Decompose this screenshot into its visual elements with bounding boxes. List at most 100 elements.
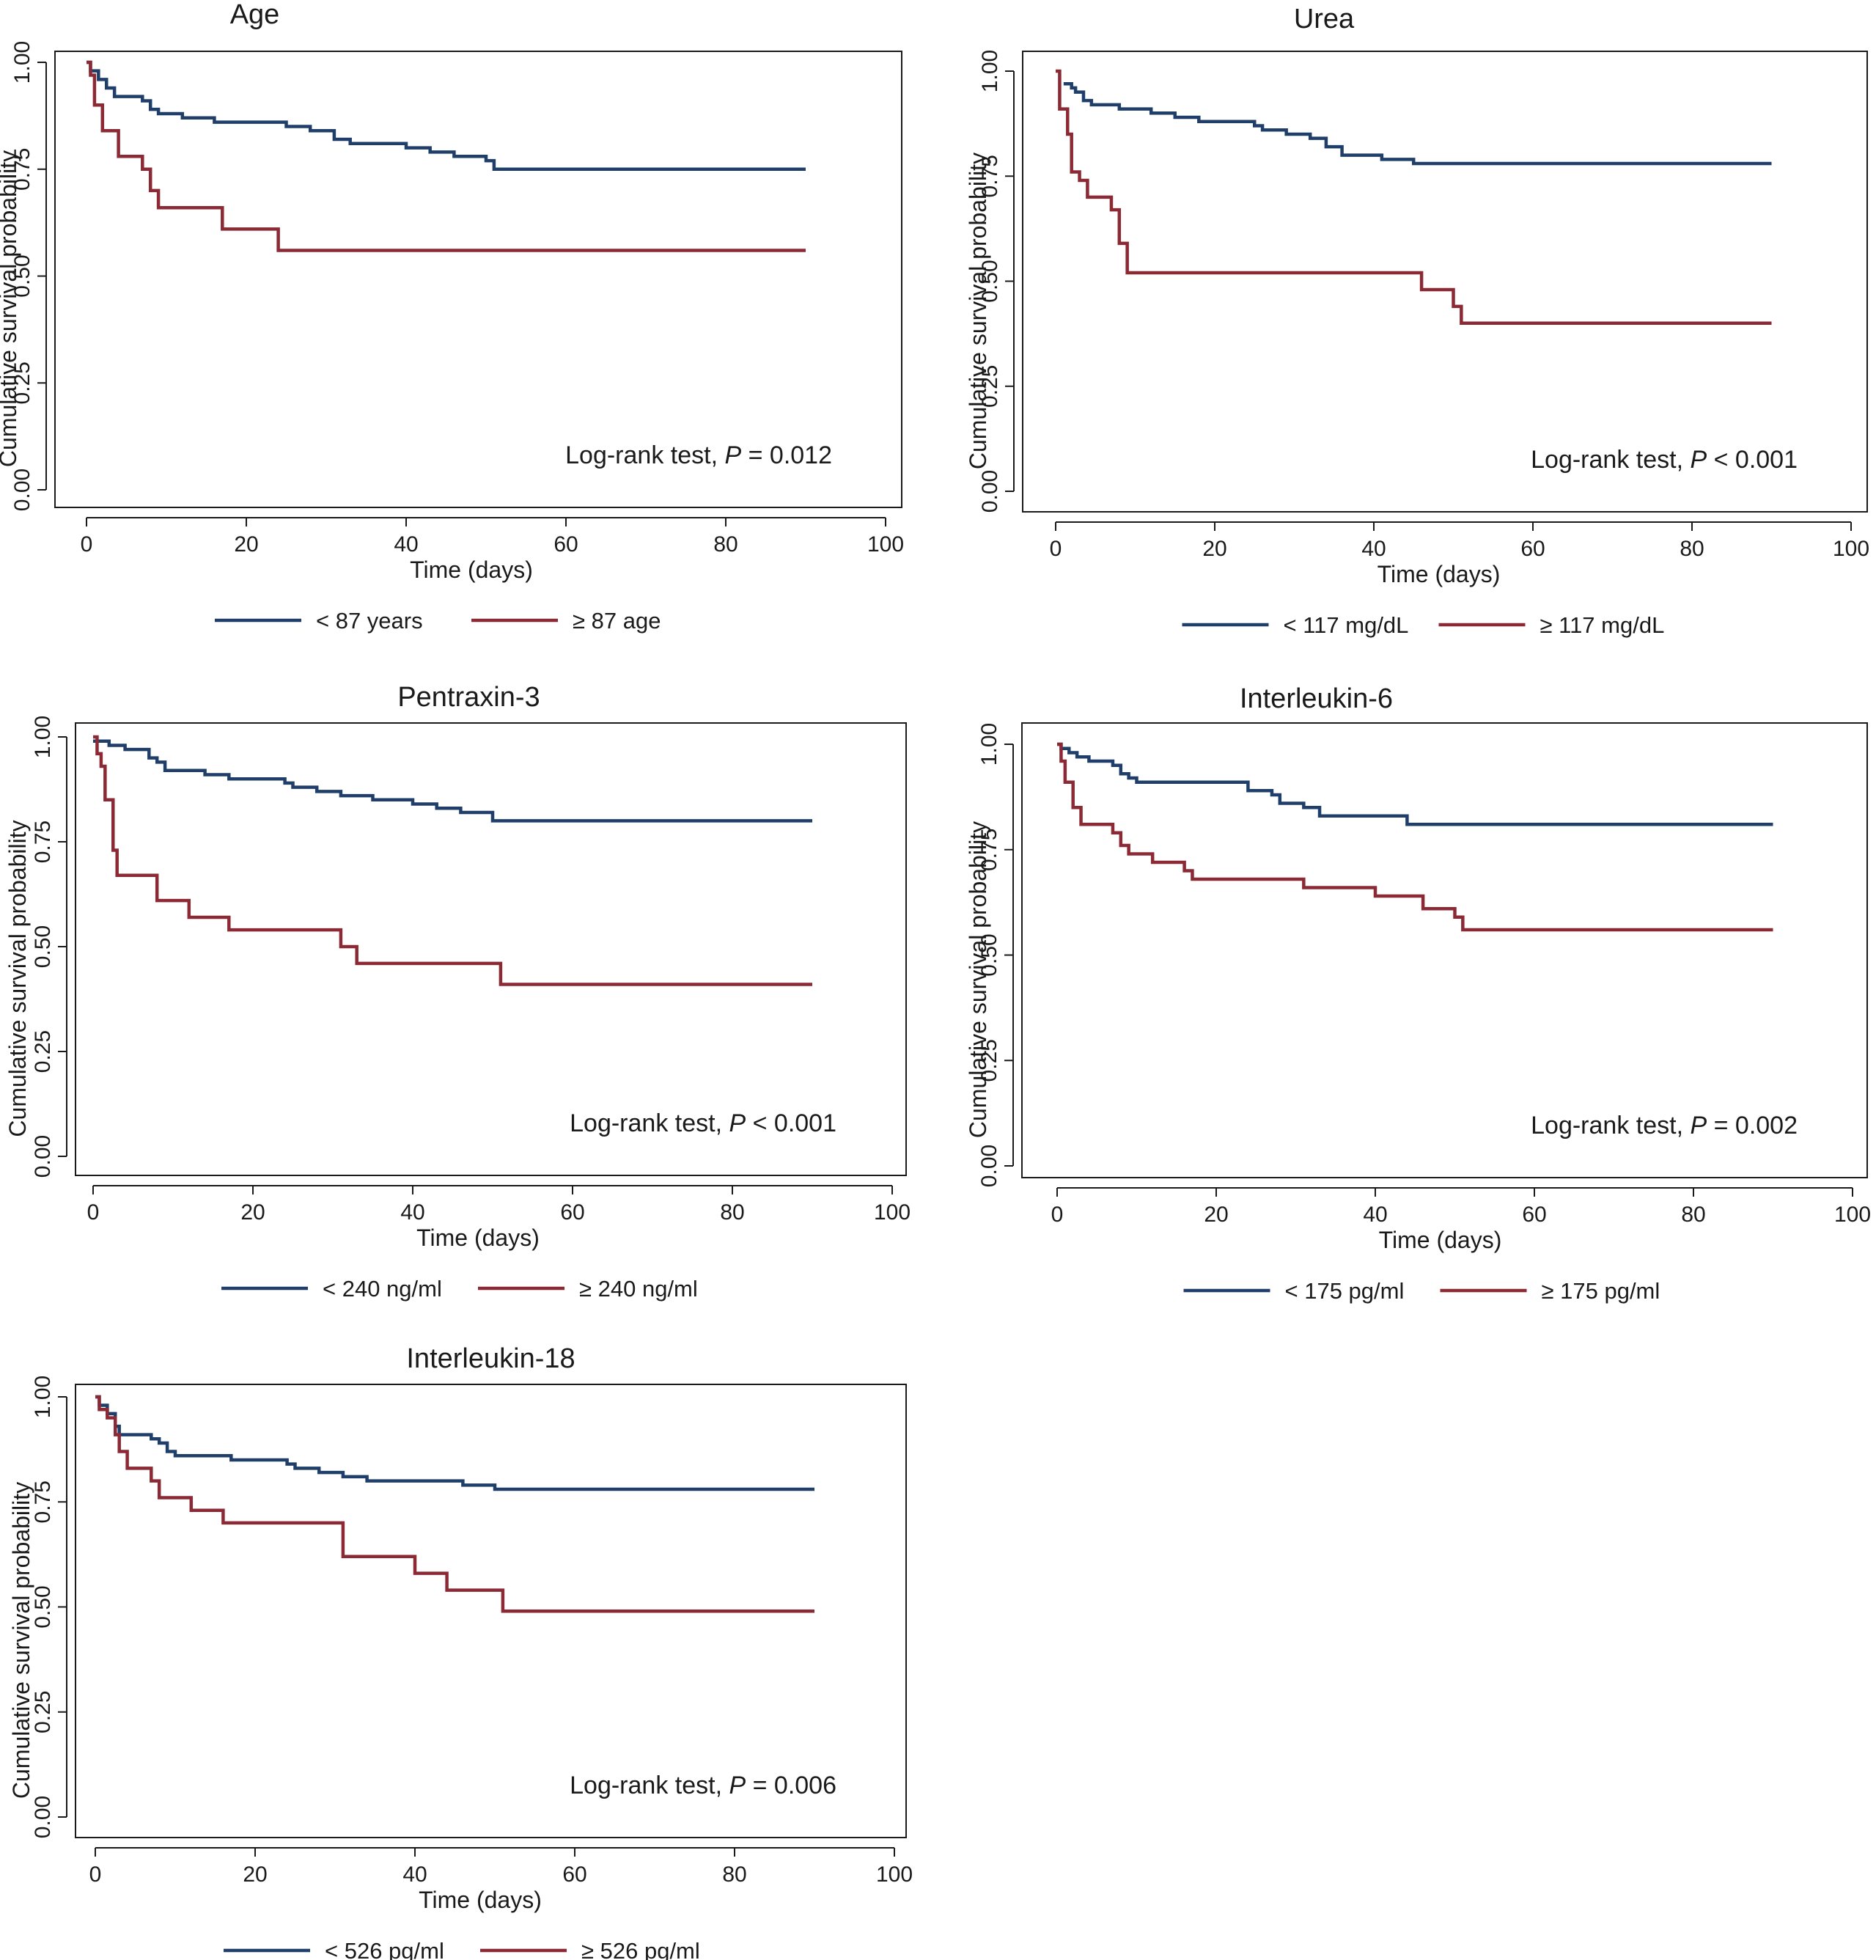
x-tick-label: 60	[562, 1862, 586, 1887]
log-rank-annotation: Log-rank test, P = 0.006	[570, 1772, 836, 1799]
y-tick-label: 0.50	[978, 260, 1002, 302]
legend-label: < 526 pg/ml	[325, 1938, 444, 1960]
legend: < 175 pg/ml ≥ 175 pg/ml	[1183, 1278, 1660, 1304]
y-tick-label: 0.50	[31, 1585, 55, 1628]
y-axis-title: Cumulative survival probability	[965, 821, 991, 1138]
y-axis-title: Cumulative survival probability	[965, 153, 991, 469]
x-tick-label: 100	[1833, 537, 1869, 561]
x-tick-label: 100	[876, 1862, 913, 1887]
log-rank-annotation: Log-rank test, P = 0.012	[565, 441, 832, 469]
y-tick-label: 0.00	[31, 1796, 55, 1838]
y-axis-title: Cumulative survival probability	[4, 820, 31, 1137]
x-axis-title: Time (days)	[416, 1225, 540, 1251]
legend-label: ≥ 87 age	[573, 608, 661, 634]
x-tick-label: 40	[394, 532, 418, 557]
y-tick-label: 0.75	[977, 829, 1001, 871]
x-tick-label: 80	[1680, 537, 1704, 561]
chart-title: Urea	[1294, 4, 1355, 34]
plot-frame	[75, 1384, 907, 1838]
legend: < 240 ng/ml ≥ 240 ng/ml	[221, 1276, 698, 1302]
y-tick-label: 0.75	[31, 821, 55, 863]
survival-curve-low	[87, 60, 806, 171]
survival-curve-low	[1057, 742, 1773, 826]
survival-curve-high	[93, 735, 812, 986]
y-tick-label: 0.25	[978, 365, 1002, 408]
legend: < 526 pg/ml ≥ 526 pg/ml	[224, 1938, 700, 1960]
chart-panel: Urea 0.00 0.25 0.50 0.75 1.00 0 20 40 60 80 100 Time…	[965, 4, 1869, 638]
x-tick-label: 20	[1202, 537, 1226, 561]
plot-frame	[1021, 722, 1868, 1178]
legend-label: < 87 years	[316, 608, 423, 634]
x-tick-label: 0	[1051, 1203, 1064, 1227]
legend-label: ≥ 117 mg/dL	[1540, 612, 1665, 638]
y-tick-label: 1.00	[31, 716, 55, 758]
survival-curve-low	[93, 739, 812, 823]
y-tick-label: 0.00	[978, 470, 1002, 513]
x-tick-label: 40	[1363, 1203, 1387, 1227]
survival-curve-high	[95, 1395, 814, 1613]
log-rank-annotation: Log-rank test, P < 0.001	[1531, 446, 1798, 474]
y-tick-label: 1.00	[31, 1376, 55, 1418]
x-axis-title: Time (days)	[1379, 1227, 1502, 1253]
y-tick-label: 1.00	[978, 50, 1002, 92]
p-value: < 0.001	[1707, 446, 1798, 474]
p-value: = 0.002	[1707, 1112, 1798, 1139]
chart-title: Interleukin-6	[1240, 683, 1393, 714]
x-tick-label: 100	[867, 532, 904, 557]
legend: < 117 mg/dL ≥ 117 mg/dL	[1182, 612, 1665, 638]
log-rank-prefix: Log-rank test,	[570, 1772, 729, 1799]
x-tick-label: 0	[81, 532, 93, 557]
y-axis-title: Cumulative survival probability	[8, 1482, 34, 1799]
chart-panel: Interleukin-6 0.00 0.25 0.50 0.75 1.00 0 20 40 60…	[965, 683, 1871, 1304]
x-tick-label: 20	[240, 1200, 265, 1225]
y-tick-label: 0.50	[977, 933, 1001, 976]
p-symbol: P	[729, 1772, 746, 1799]
y-tick-label: 0.50	[31, 925, 55, 968]
chart-title: Interleukin-18	[406, 1343, 575, 1374]
survival-curve-high	[87, 60, 806, 252]
log-rank-annotation: Log-rank test, P < 0.001	[570, 1109, 836, 1137]
y-tick-label: 0.75	[31, 1480, 55, 1523]
x-tick-label: 80	[720, 1200, 744, 1225]
x-tick-label: 100	[874, 1200, 911, 1225]
x-tick-label: 20	[234, 532, 258, 557]
x-tick-label: 0	[87, 1200, 100, 1225]
x-tick-label: 20	[1204, 1203, 1228, 1227]
x-axis-title: Time (days)	[419, 1887, 542, 1913]
x-tick-label: 80	[713, 532, 737, 557]
log-rank-prefix: Log-rank test,	[1531, 1112, 1690, 1139]
chart-panel: Interleukin-18 0.00 0.25 0.50 0.75 1.00 0 20 40 6…	[8, 1343, 913, 1960]
y-tick-label: 0.25	[31, 1030, 55, 1073]
legend-label: < 175 pg/ml	[1285, 1278, 1405, 1304]
x-tick-label: 60	[553, 532, 578, 557]
y-axis-title: Cumulative survival probability	[0, 150, 21, 467]
log-rank-prefix: Log-rank test,	[1531, 446, 1690, 474]
x-tick-label: 20	[243, 1862, 267, 1887]
x-tick-label: 60	[1522, 1203, 1546, 1227]
chart-panel: Age 0.00 0.25 0.50 0.75 1.00 0 20 40 60 80 100 Time …	[0, 0, 904, 634]
x-tick-label: 0	[89, 1862, 102, 1887]
legend-label: ≥ 526 pg/ml	[581, 1938, 700, 1960]
plot-frame	[54, 51, 902, 508]
y-tick-label: 0.25	[10, 361, 34, 404]
p-value: = 0.006	[746, 1772, 836, 1799]
y-tick-label: 0.25	[31, 1691, 55, 1733]
p-symbol: P	[1690, 1112, 1707, 1139]
x-tick-label: 0	[1050, 537, 1062, 561]
y-tick-label: 0.75	[10, 148, 34, 191]
x-axis-title: Time (days)	[1377, 561, 1501, 587]
plot-frame	[75, 722, 907, 1176]
survival-curve-high	[1057, 742, 1773, 932]
chart-title: Age	[230, 0, 280, 30]
log-rank-annotation: Log-rank test, P = 0.002	[1531, 1112, 1798, 1139]
x-tick-label: 100	[1834, 1203, 1871, 1227]
survival-curve-high	[1056, 69, 1772, 326]
log-rank-prefix: Log-rank test,	[565, 441, 724, 469]
y-tick-label: 1.00	[977, 723, 1001, 766]
p-symbol: P	[729, 1109, 746, 1137]
y-tick-label: 0.00	[10, 469, 34, 511]
y-tick-label: 0.75	[978, 155, 1002, 197]
x-tick-label: 80	[1681, 1203, 1705, 1227]
x-tick-label: 80	[722, 1862, 746, 1887]
